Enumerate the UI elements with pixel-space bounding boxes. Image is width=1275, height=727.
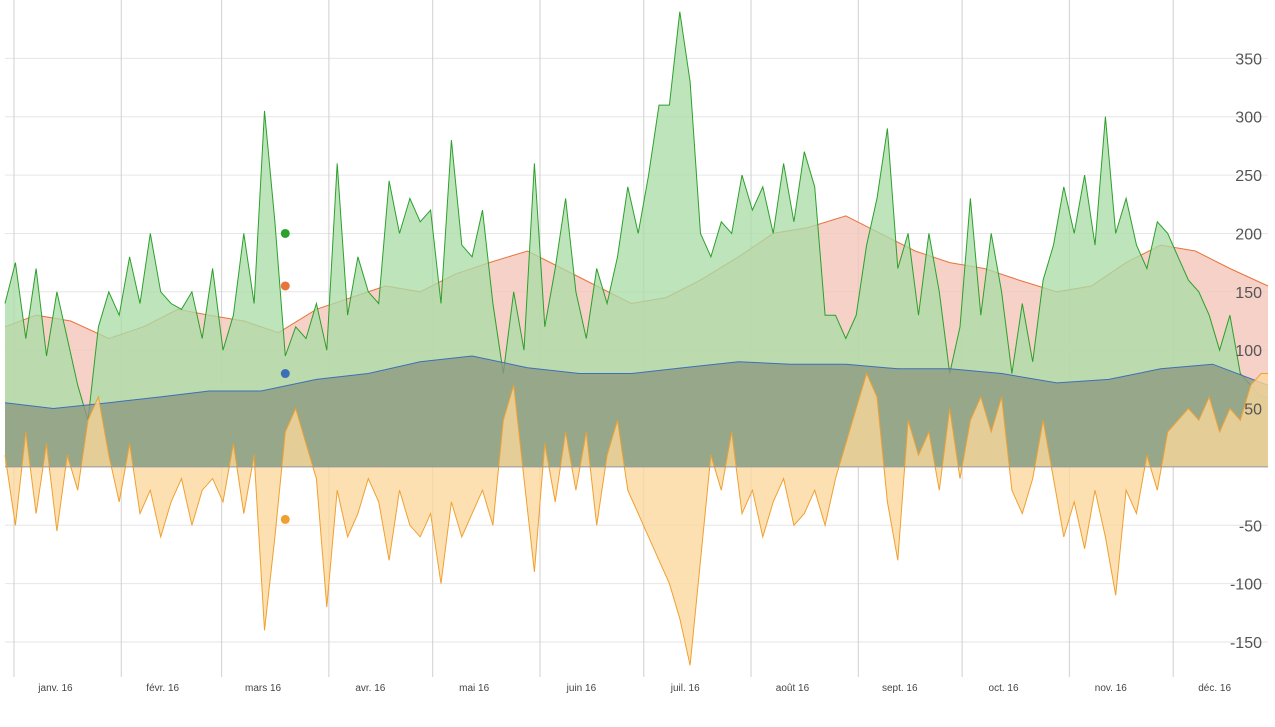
series-markers <box>280 228 290 524</box>
x-tick-label: déc. 16 <box>1198 683 1231 694</box>
x-tick-label: avr. 16 <box>355 683 385 694</box>
series-areas <box>4 11 1269 666</box>
x-tick-label: févr. 16 <box>146 683 179 694</box>
x-tick-label: sept. 16 <box>882 683 918 694</box>
series-3-area <box>5 373 1268 666</box>
x-tick-label: juil. 16 <box>670 683 700 694</box>
y-axis-tick-labels: -150 -100 -50 50 100 150 200 250 300 350 <box>1230 51 1262 652</box>
x-axis-tick-labels: janv. 16 févr. 16 mars 16 avr. 16 mai 16 juin… <box>37 683 1231 694</box>
x-tick-label: mai 16 <box>459 683 489 694</box>
x-tick-label: nov. 16 <box>1095 683 1127 694</box>
x-tick-label: janv. 16 <box>37 683 73 694</box>
y-tick-label: 50 <box>1244 402 1262 419</box>
y-tick-label: -150 <box>1230 635 1262 652</box>
y-tick-label: 150 <box>1235 285 1262 302</box>
x-tick-label: oct. 16 <box>989 683 1019 694</box>
series-0-marker[interactable] <box>280 281 290 291</box>
y-tick-label: -50 <box>1239 518 1262 535</box>
series-3-line <box>4 372 1268 666</box>
y-tick-label: -100 <box>1230 577 1262 594</box>
x-tick-label: juin 16 <box>566 683 597 694</box>
series-2-marker[interactable] <box>280 369 290 379</box>
y-tick-label: 100 <box>1235 343 1262 360</box>
x-tick-label: août 16 <box>776 683 810 694</box>
x-tick-label: mars 16 <box>245 683 282 694</box>
y-tick-label: 300 <box>1235 110 1262 127</box>
series-3-marker[interactable] <box>280 514 290 524</box>
series-1-area <box>5 11 1268 467</box>
series-1-marker[interactable] <box>280 228 290 238</box>
series-1-line <box>4 11 1268 421</box>
y-tick-label: 250 <box>1235 168 1262 185</box>
y-tick-label: 200 <box>1235 226 1262 243</box>
y-tick-label: 350 <box>1235 51 1262 68</box>
series-2-line <box>4 355 1269 410</box>
